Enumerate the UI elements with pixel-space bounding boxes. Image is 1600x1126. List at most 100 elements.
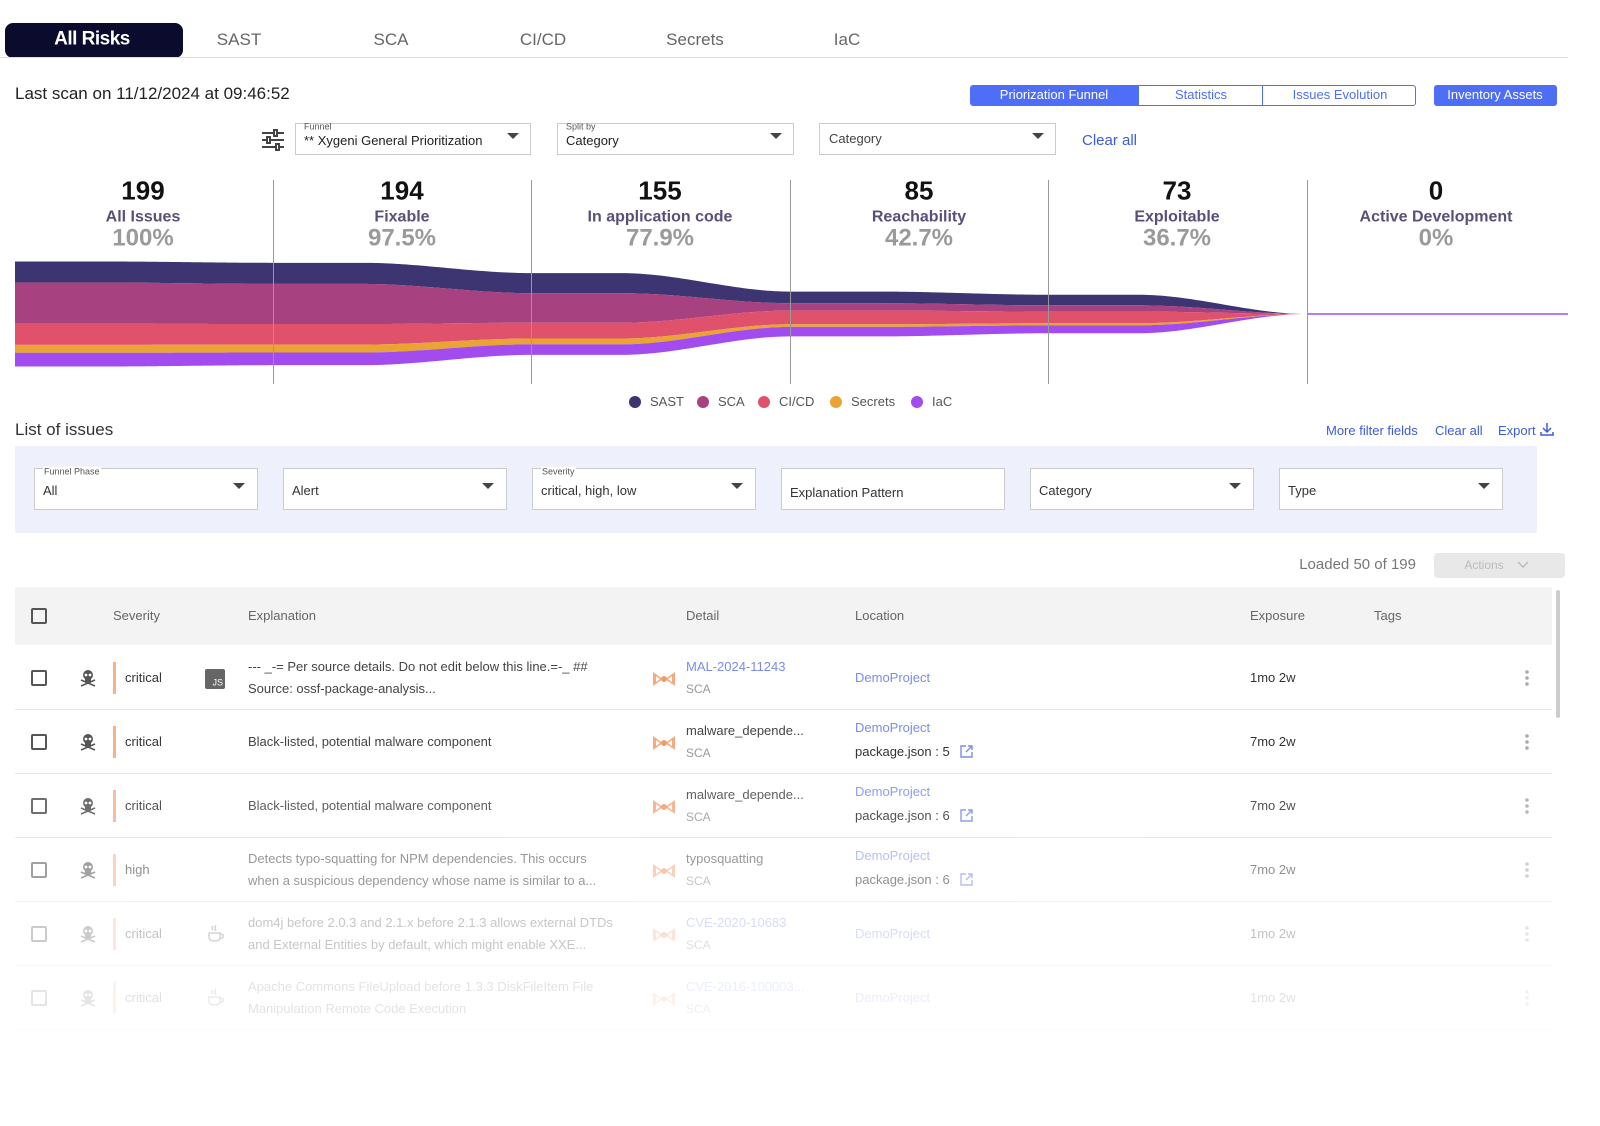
tab[interactable]: Secrets [666, 29, 724, 49]
issue-row[interactable]: critical JS --- _-= Per source details. Do… [15, 646, 1552, 710]
detail: typosquatting [686, 851, 764, 867]
severity-bar [113, 982, 116, 1014]
detail-icon [653, 992, 675, 1006]
detail-sub: SCA [686, 1001, 711, 1016]
tab[interactable]: All Risks [54, 28, 130, 50]
funnel-chart [15, 261, 1568, 367]
tab-active[interactable] [5, 23, 183, 58]
severity-bar [113, 854, 116, 886]
explanation: when a suspicious dependency whose name … [248, 873, 597, 889]
view-button[interactable]: Priorization Funnel [971, 86, 1138, 105]
clear-all[interactable]: Clear all [1082, 132, 1138, 149]
severity-bar [113, 662, 116, 694]
issue-row[interactable]: critical dom4j before 2.0.3 and 2.1.x bef… [15, 902, 1552, 966]
issue-row[interactable]: critical Black-listed, potential malware … [15, 774, 1552, 838]
checkbox[interactable] [31, 990, 47, 1006]
explanation: Black-listed, potential malware componen… [248, 734, 492, 750]
caret [1032, 133, 1044, 139]
legend-dot [758, 396, 770, 408]
actions-chevron [1517, 561, 1529, 569]
actions-label: Actions [1464, 557, 1504, 572]
issue-row[interactable]: critical Black-listed, potential malware … [15, 710, 1552, 774]
exposure: 1mo 2w [1250, 926, 1296, 942]
detail[interactable]: MAL-2024-11243 [686, 659, 786, 675]
stage-label: Exploitable [1134, 208, 1220, 226]
actions-button[interactable]: Actions [1434, 553, 1565, 578]
dropdown-value: ** Xygeni General Prioritization [304, 133, 483, 149]
issue-filter[interactable]: Category [1030, 468, 1254, 510]
location[interactable]: DemoProject [855, 848, 931, 864]
issue-row[interactable]: high Detects typo-squatting for NPM depen… [15, 838, 1552, 902]
issue-filter-label: Severity [541, 466, 576, 478]
issue-filter[interactable]: Severity critical, high, low [532, 466, 756, 510]
scrollbar [1556, 590, 1560, 718]
location[interactable]: DemoProject [855, 990, 931, 1006]
checkbox[interactable] [31, 734, 47, 750]
lang-icon [208, 924, 224, 942]
issue-filter[interactable]: Explanation Pattern [781, 468, 1005, 510]
detail[interactable]: CVE-2020-10683 [686, 915, 787, 931]
issue-filter-value: critical, high, low [541, 483, 637, 499]
view-button-label: Priorization Funnel [999, 87, 1109, 103]
explanation: Apache Commons FileUpload before 1.3.3 D… [248, 979, 594, 995]
issue-link[interactable]: Clear all [1435, 423, 1483, 439]
issue-link[interactable]: Export [1498, 423, 1536, 439]
detail[interactable]: CVE-2016-100003... [686, 979, 805, 995]
detail: malware_depende... [686, 723, 804, 739]
table-header [15, 587, 1552, 645]
column-header: Explanation [248, 608, 316, 624]
checkbox[interactable] [31, 862, 47, 878]
legend-label: SCA [718, 394, 745, 410]
row-menu [1525, 670, 1529, 686]
location[interactable]: DemoProject [855, 670, 931, 686]
bottom-fade [0, 1020, 1600, 1126]
detail-sub: SCA [686, 937, 711, 952]
tab[interactable]: SAST [216, 29, 262, 49]
checkbox[interactable] [31, 608, 47, 624]
location[interactable]: DemoProject [855, 784, 931, 800]
issue-filter[interactable]: Funnel Phase All [34, 466, 258, 510]
funnel-band [15, 282, 1307, 325]
tab[interactable]: CI/CD [519, 29, 567, 49]
dropdown[interactable]: Funnel ** Xygeni General Prioritization [295, 122, 531, 155]
view-button[interactable]: Issues Evolution [1262, 86, 1415, 105]
issue-filter-value: Category [1039, 483, 1092, 499]
checkbox[interactable] [31, 926, 47, 942]
stage-divider [531, 180, 532, 384]
caret [770, 133, 782, 139]
dropdown-placeholder: Category [829, 131, 882, 147]
checkbox[interactable] [31, 670, 47, 686]
dropdown[interactable]: Split by Category [557, 122, 794, 155]
dropdown[interactable]: Category [819, 123, 1056, 155]
stage-label: All Issues [105, 208, 181, 226]
tab-underline [0, 57, 1568, 58]
legend-dot [830, 396, 842, 408]
location-file: package.json : 5 [855, 744, 950, 760]
exposure: 7mo 2w [1250, 798, 1296, 814]
view-button[interactable]: Statistics [1138, 86, 1262, 105]
stage-percent: 36.7% [1142, 224, 1212, 252]
funnel-band [15, 261, 1307, 314]
checkbox[interactable] [31, 798, 47, 814]
tab[interactable]: IaC [833, 29, 861, 49]
issue-filter-value: Alert [292, 483, 319, 499]
row-menu [1525, 990, 1529, 1006]
location-file: package.json : 6 [855, 872, 950, 888]
legend-dot [911, 396, 923, 408]
location[interactable]: DemoProject [855, 926, 931, 942]
external-link [960, 745, 973, 758]
caret [507, 133, 519, 139]
severity-bar [113, 726, 116, 758]
inventory-button[interactable]: Inventory Assets [1434, 85, 1557, 106]
issue-filter[interactable]: Type [1279, 468, 1503, 510]
detail-icon [653, 736, 675, 750]
issue-link[interactable]: More filter fields [1326, 423, 1418, 439]
explanation: Black-listed, potential malware componen… [248, 798, 492, 814]
tab[interactable]: SCA [373, 29, 409, 49]
location[interactable]: DemoProject [855, 720, 931, 736]
last-scan: Last scan on 11/12/2024 at 09:46:52 [15, 83, 290, 103]
caret [233, 483, 245, 489]
issue-filter[interactable]: Alert [283, 468, 507, 510]
external-link [960, 873, 973, 886]
